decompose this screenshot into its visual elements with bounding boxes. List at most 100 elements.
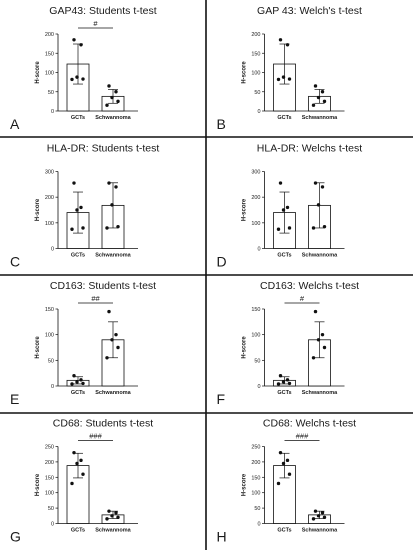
- data-point: [81, 77, 85, 81]
- y-tick-label: 100: [251, 333, 260, 339]
- x-tick-label: GCTs: [71, 390, 85, 396]
- data-point: [72, 38, 76, 42]
- data-point: [316, 514, 321, 518]
- panel-E: CD163: Students t-test E 0 50 100 150 H-score G…: [10, 280, 156, 407]
- significance-marker: ##: [91, 294, 100, 303]
- y-tick-label: 150: [45, 475, 54, 481]
- data-point: [322, 515, 327, 520]
- data-point: [316, 203, 321, 207]
- data-point: [320, 332, 325, 337]
- y-tick-label: 150: [45, 307, 54, 313]
- y-tick-label: 50: [48, 90, 54, 96]
- x-tick-label: Schwannoma: [95, 528, 131, 534]
- significance-marker: #: [300, 294, 305, 303]
- panel-letter: A: [10, 116, 20, 132]
- data-point: [114, 90, 118, 94]
- y-tick-label: 150: [45, 51, 54, 57]
- y-axis-label: H-score: [35, 198, 41, 221]
- data-point: [81, 226, 85, 230]
- data-point: [287, 77, 292, 81]
- data-point: [79, 205, 83, 210]
- panel-title: HLA-DR: Students t-test: [47, 143, 160, 155]
- data-point: [114, 332, 118, 337]
- y-tick-label: 250: [45, 445, 54, 451]
- panel-title: CD68: Welchs t-test: [263, 418, 356, 430]
- panel-letter: F: [217, 391, 226, 407]
- y-tick-label: 200: [251, 460, 260, 466]
- panel-title: CD163: Welchs t-test: [260, 280, 359, 292]
- x-tick-label: Schwannoma: [302, 115, 338, 121]
- panel-A: GAP43: Students t-test A 0 50 100 150 200 H-sco…: [10, 5, 157, 132]
- data-point: [75, 380, 79, 384]
- data-point: [313, 509, 318, 513]
- y-tick-label: 100: [251, 71, 260, 77]
- y-tick-label: 300: [251, 170, 260, 176]
- data-point: [313, 84, 318, 88]
- y-tick-label: 100: [251, 221, 260, 227]
- data-point: [311, 103, 316, 107]
- data-point: [114, 185, 118, 189]
- y-tick-label: 300: [45, 170, 54, 176]
- y-axis-label: H-score: [35, 473, 41, 496]
- panel-C: HLA-DR: Students t-test C 0 100 200 300 H-scor…: [10, 143, 159, 270]
- data-point: [75, 75, 79, 79]
- panel-letter: H: [217, 529, 227, 545]
- panel-title: CD68: Students t-test: [53, 418, 153, 430]
- y-axis-label: H-score: [242, 198, 248, 221]
- data-point: [110, 203, 114, 207]
- y-tick-label: 50: [48, 506, 54, 512]
- y-axis-label: H-score: [242, 473, 248, 496]
- y-tick-label: 50: [48, 358, 54, 364]
- data-point: [107, 84, 111, 88]
- y-tick-label: 0: [257, 384, 260, 390]
- data-point: [105, 103, 109, 107]
- significance-marker: #: [93, 19, 98, 28]
- data-point: [107, 181, 111, 185]
- x-tick-label: Schwannoma: [95, 115, 131, 121]
- data-point: [313, 181, 318, 185]
- y-tick-label: 200: [45, 195, 54, 201]
- y-tick-label: 150: [251, 307, 260, 313]
- data-point: [116, 515, 120, 520]
- data-point: [110, 338, 114, 342]
- x-tick-label: Schwannoma: [302, 253, 338, 259]
- data-point: [276, 227, 281, 231]
- data-point: [75, 461, 79, 466]
- data-point: [72, 450, 76, 455]
- y-tick-label: 100: [251, 491, 260, 497]
- data-point: [281, 380, 286, 384]
- data-point: [278, 181, 283, 185]
- y-tick-label: 50: [254, 90, 260, 96]
- y-tick-label: 200: [251, 195, 260, 201]
- panel-title: HLA-DR: Welchs t-test: [257, 143, 362, 155]
- data-point: [79, 43, 83, 47]
- data-point: [311, 226, 316, 230]
- data-point: [322, 99, 327, 104]
- y-tick-label: 0: [51, 384, 54, 390]
- data-point: [278, 450, 283, 455]
- data-point: [116, 99, 120, 104]
- y-tick-label: 100: [45, 491, 54, 497]
- x-tick-label: GCTs: [277, 390, 291, 396]
- data-point: [287, 226, 292, 230]
- data-point: [105, 356, 109, 360]
- data-point: [114, 511, 118, 515]
- significance-marker: ###: [296, 432, 309, 441]
- panel-B: GAP 43: Welch's t-test B 0 50 100 150 200 H-sco…: [217, 5, 363, 132]
- data-point: [278, 38, 283, 42]
- data-point: [313, 309, 318, 314]
- panel-title: CD163: Students t-test: [50, 280, 156, 292]
- data-point: [281, 208, 286, 212]
- x-tick-label: Schwannoma: [95, 253, 131, 259]
- data-point: [116, 345, 120, 350]
- x-tick-label: Schwannoma: [302, 528, 338, 534]
- data-point: [316, 95, 321, 100]
- data-point: [81, 472, 85, 476]
- data-point: [105, 517, 109, 521]
- data-point: [276, 481, 281, 486]
- y-tick-label: 200: [45, 32, 54, 38]
- y-tick-label: 0: [51, 522, 54, 528]
- y-axis-label: H-score: [242, 336, 248, 359]
- data-point: [281, 461, 286, 466]
